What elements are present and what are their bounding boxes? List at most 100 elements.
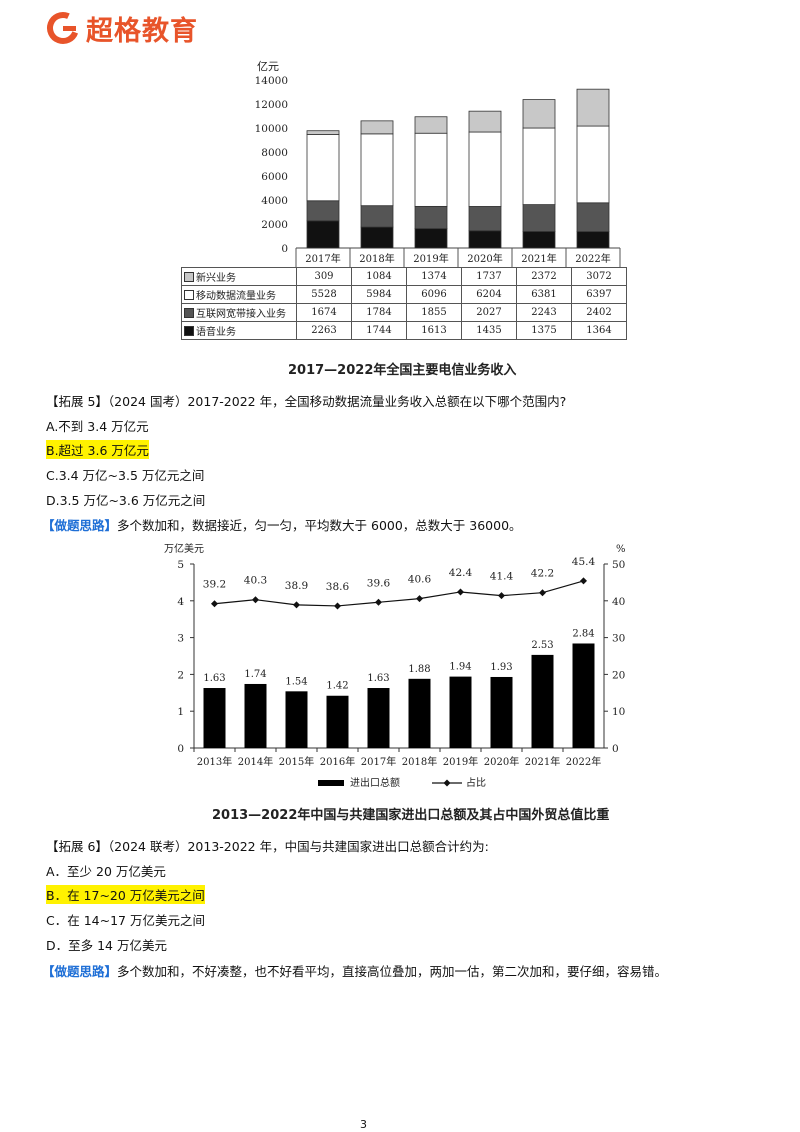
table-cell: 1744 — [351, 321, 407, 340]
chart1-ytick: 4000 — [261, 195, 288, 207]
chart2-y2tick: 40 — [612, 596, 625, 608]
chart1-bar-segment — [522, 204, 556, 232]
chart2-line-label: 39.2 — [203, 579, 226, 591]
chart1-ytick: 14000 — [255, 75, 288, 87]
chart2-line-label: 38.6 — [326, 581, 350, 593]
table-row-label: 新兴业务 — [181, 267, 297, 286]
table-cell: 1084 — [351, 267, 407, 286]
chart2-line-point — [334, 602, 341, 610]
table-cell: 3072 — [571, 267, 627, 286]
chart2-xtick: 2019年 — [443, 755, 478, 768]
chart1-bar-segment — [306, 134, 340, 202]
chart1-bar-segment — [576, 231, 610, 249]
brand-name: 超格教育 — [86, 15, 198, 47]
chart1-bar-segment — [306, 200, 340, 222]
chart2-xtick: 2017年 — [361, 755, 396, 768]
table-row-label: 语音业务 — [181, 321, 297, 340]
chart2-line-point — [293, 601, 300, 609]
q6-tip-label: 【做题思路】 — [42, 964, 118, 979]
chart2-ytick: 3 — [177, 633, 184, 645]
q6-option-c: C．在 14~17 万亿美元之间 — [46, 913, 205, 928]
chart1-xtick: 2017年 — [305, 252, 340, 265]
table-cell: 2402 — [571, 303, 627, 322]
chart1-bar-segment — [360, 133, 394, 207]
q5-tip: 【做题思路】多个数加和，数据接近，匀一匀，平均数大于 6000，总数大于 360… — [42, 515, 522, 534]
legend-label: 语音业务 — [196, 327, 236, 338]
chart2-line-point — [416, 595, 423, 603]
chart1-bar-segment — [468, 131, 502, 207]
chart2-bar — [367, 688, 390, 748]
chart2-line-label: 42.4 — [449, 567, 473, 579]
chart2-bar — [490, 676, 513, 748]
chart2-legend-bar-label: 进出口总额 — [350, 776, 400, 789]
chart1-bar-segment — [306, 220, 340, 249]
page-number: 3 — [360, 1118, 367, 1131]
chart2-legend-bar-swatch — [318, 780, 344, 786]
chart1-ytick: 6000 — [261, 171, 288, 183]
chart2-ytick: 1 — [177, 706, 184, 718]
chart2-y2tick: 50 — [612, 559, 625, 571]
chart2-bar-label: 2.84 — [572, 628, 594, 639]
table-cell: 2372 — [516, 267, 572, 286]
chart2-y2tick: 20 — [612, 669, 625, 681]
chart2-line-label: 41.4 — [490, 571, 514, 583]
chart2-line-point — [539, 589, 546, 597]
chart2-bar-label: 1.93 — [490, 662, 512, 673]
table-cell: 1855 — [406, 303, 462, 322]
chart1-ytick: 2000 — [261, 219, 288, 231]
legend-swatch — [184, 326, 194, 336]
chart2-ytick: 4 — [177, 596, 184, 608]
chart2-line-label: 45.4 — [572, 556, 596, 568]
chart2-legend-line-marker — [443, 779, 451, 787]
chart1-bar-segment — [576, 125, 610, 204]
chart1-bar-segment — [306, 130, 340, 135]
chart2-xtick: 2016年 — [320, 755, 355, 768]
chart2-ytick: 5 — [177, 559, 184, 571]
chart2-line-point — [211, 600, 218, 608]
table-cell: 6204 — [461, 285, 517, 304]
chart2-bar-label: 1.54 — [285, 676, 307, 687]
chart2-xtick: 2020年 — [484, 755, 519, 768]
table-cell: 6096 — [406, 285, 462, 304]
chart1-ylabel: 亿元 — [257, 60, 279, 73]
table-cell: 2263 — [296, 321, 352, 340]
table-cell: 1737 — [461, 267, 517, 286]
table-cell: 1613 — [406, 321, 462, 340]
q6-option-d: D．至多 14 万亿美元 — [46, 938, 167, 953]
trade-total-chart: 万亿美元 %012345010203040501.632013年39.21.742… — [164, 542, 626, 789]
table-cell: 1364 — [571, 321, 627, 340]
q6-option-a: A．至少 20 万亿美元 — [46, 864, 166, 879]
chart2-xtick: 2022年 — [566, 755, 601, 768]
chart2-bar-label: 1.94 — [449, 662, 471, 673]
chart2-ylabel: 万亿美元 — [164, 542, 204, 555]
chart2-bar — [244, 683, 267, 748]
table-cell: 2243 — [516, 303, 572, 322]
table-cell: 309 — [296, 267, 352, 286]
chart1-bar-segment — [360, 205, 394, 228]
legend-label: 互联网宽带接入业务 — [196, 309, 286, 320]
chart2-y2tick: 30 — [612, 633, 625, 645]
legend-swatch — [184, 272, 194, 282]
q6-tip: 【做题思路】多个数加和，不好凑整，也不好看平均，直接高位叠加，两加一估，第二次加… — [42, 961, 667, 980]
chart2-bar-label: 1.88 — [408, 664, 430, 675]
table-cell: 6381 — [516, 285, 572, 304]
table-cell: 5528 — [296, 285, 352, 304]
chart2-ytick: 0 — [177, 743, 184, 755]
table-row: 互联网宽带接入业务 1674 1784 1855 2027 2243 2402 — [181, 303, 627, 322]
table-cell: 1784 — [351, 303, 407, 322]
chart2-line-label: 38.9 — [285, 580, 308, 592]
chart2-bar — [449, 676, 472, 748]
chart1-bar-segment — [576, 88, 610, 127]
chart2-bar-label: 2.53 — [531, 640, 553, 651]
table-row: 新兴业务 309 1084 1374 1737 2372 3072 — [181, 267, 627, 286]
table-cell: 5984 — [351, 285, 407, 304]
chart1-bar-segment — [414, 205, 448, 230]
chart2-xtick: 2015年 — [279, 755, 314, 768]
chart2-bar-label: 1.63 — [367, 673, 389, 684]
chart2-bar-label: 1.63 — [203, 673, 225, 684]
chart1-bar-segment — [414, 132, 448, 207]
chart1-ytick: 10000 — [255, 123, 288, 135]
chart2-y2tick: 0 — [612, 743, 619, 755]
chart1-xtick: 2018年 — [359, 252, 394, 265]
q5-tip-label: 【做题思路】 — [42, 518, 118, 533]
